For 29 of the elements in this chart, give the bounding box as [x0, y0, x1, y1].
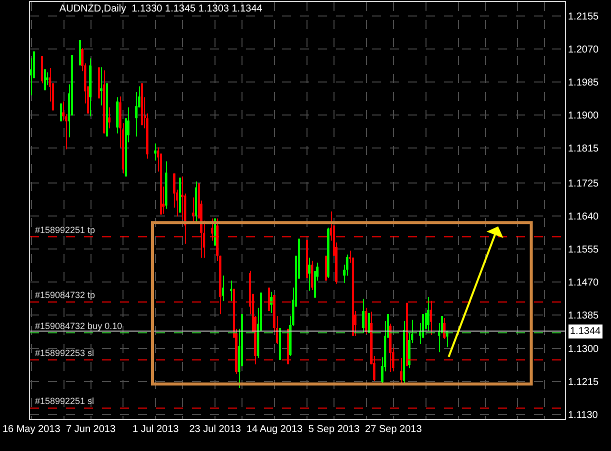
y-tick-label: 1.1900 [568, 110, 600, 122]
x-tick-label: 7 Jun 2013 [66, 424, 116, 435]
y-tick-label: 1.1130 [568, 410, 598, 421]
x-tick-label: 5 Sep 2013 [308, 424, 360, 435]
y-tick-label: 1.1215 [568, 376, 600, 388]
chart-title: AUDNZD,Daily 1.1330 1.1345 1.1303 1.1344 [59, 4, 263, 15]
y-tick-label: 1.1300 [568, 344, 600, 355]
y-tick-label: 1.2155 [568, 11, 600, 22]
ref-line-label: #159084732 buy 0.10 [35, 321, 122, 331]
y-tick-label: 1.1985 [568, 78, 600, 89]
candlestick [100, 67, 102, 106]
x-tick-label: 14 Aug 2013 [246, 424, 304, 435]
y-tick-label: 1.1640 [568, 212, 600, 223]
ref-line-label: #159084732 tp [35, 290, 96, 300]
candlestick [44, 69, 46, 90]
y-tick-label: 1.1725 [568, 178, 600, 190]
ref-line-label: 1.1344 [570, 326, 602, 337]
x-tick-label: 1 Jul 2013 [132, 424, 180, 435]
x-tick-label: 16 May 2013 [2, 424, 61, 435]
ref-line-label: #158992251 sl [35, 396, 94, 406]
y-tick-label: 1.2070 [568, 44, 600, 56]
y-tick-label: 1.1470 [568, 278, 600, 289]
y-tick-label: 1.1555 [568, 244, 600, 256]
ref-line-label: #158992251 tp [35, 225, 96, 235]
ref-line-label: #158992253 sl [35, 348, 94, 358]
y-tick-label: 1.1385 [568, 310, 600, 322]
y-tick-label: 1.1815 [568, 144, 600, 155]
x-tick-label: 23 Jul 2013 [189, 424, 242, 435]
x-tick-label: 27 Sep 2013 [365, 424, 422, 435]
